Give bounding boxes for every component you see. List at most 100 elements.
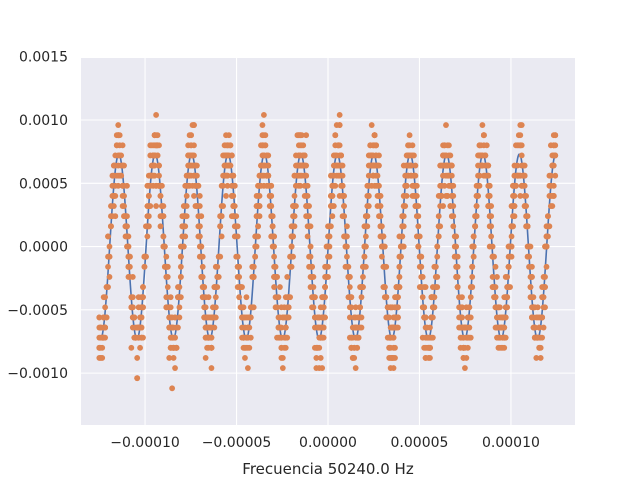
- sample-point: [435, 213, 442, 220]
- sample-point: [510, 223, 516, 230]
- sample-point: [236, 294, 243, 301]
- sample-point: [306, 213, 312, 220]
- sample-point: [330, 203, 337, 209]
- sample-point: [351, 355, 358, 361]
- sample-point: [265, 152, 272, 159]
- sample-point: [380, 233, 387, 240]
- sample-point: [129, 304, 136, 311]
- sample-point: [250, 274, 257, 280]
- sample-point: [265, 162, 272, 169]
- sample-point: [156, 162, 162, 169]
- sample-point: [159, 182, 165, 189]
- sample-point: [243, 294, 250, 301]
- sample-point: [336, 142, 343, 149]
- sample-point: [140, 334, 146, 341]
- sample-point: [341, 203, 347, 209]
- sample-point: [476, 182, 483, 189]
- sample-point: [469, 263, 476, 270]
- sample-point: [348, 304, 355, 311]
- sample-point: [480, 132, 487, 139]
- x-tick-label: 0.00005: [391, 435, 449, 451]
- sample-point: [105, 263, 111, 270]
- sample-point: [338, 152, 345, 159]
- sample-point: [102, 334, 109, 341]
- sample-point: [214, 284, 221, 290]
- sample-point: [485, 172, 492, 179]
- sample-point: [106, 243, 113, 250]
- sample-point: [434, 243, 441, 250]
- sample-point: [274, 274, 280, 280]
- sample-point: [279, 365, 286, 371]
- sample-point: [169, 385, 176, 392]
- sample-point: [252, 253, 259, 260]
- sample-point: [177, 294, 184, 301]
- sample-point: [177, 274, 184, 280]
- sample-point: [176, 304, 183, 311]
- sample-point: [523, 203, 530, 209]
- sample-point: [121, 203, 127, 209]
- sample-point: [329, 193, 336, 199]
- sample-point: [507, 284, 513, 290]
- sample-point: [466, 304, 473, 311]
- sample-point: [134, 355, 141, 361]
- sample-point: [434, 253, 441, 260]
- sample-point: [183, 193, 190, 199]
- sample-point: [501, 344, 508, 351]
- sample-point: [220, 182, 227, 189]
- y-axis-tick-labels: −0.0010 −0.0005 0.0000 0.0005 0.0010 0.0015: [7, 50, 68, 382]
- sample-point: [180, 243, 187, 250]
- sample-point: [494, 274, 500, 280]
- sample-point: [262, 142, 269, 149]
- sample-point: [310, 274, 317, 280]
- sample-point: [526, 253, 532, 260]
- sample-point: [250, 304, 257, 311]
- sample-point: [325, 263, 331, 270]
- sample-point: [208, 344, 215, 351]
- sample-point: [170, 355, 177, 361]
- sample-point: [517, 132, 524, 139]
- sample-point: [501, 324, 508, 331]
- sample-point: [153, 112, 160, 118]
- sample-point: [320, 304, 327, 311]
- sample-point: [293, 203, 299, 209]
- sample-point: [332, 182, 339, 189]
- sample-point: [112, 213, 119, 220]
- sample-point: [255, 233, 261, 240]
- sample-point: [231, 203, 238, 209]
- sample-point: [326, 243, 333, 250]
- sample-point: [396, 284, 403, 290]
- sample-point: [306, 203, 312, 209]
- sample-point: [403, 193, 410, 199]
- sample-point: [105, 233, 111, 240]
- sample-point: [518, 152, 525, 159]
- sample-point: [454, 274, 461, 280]
- sample-point: [344, 223, 350, 230]
- sample-point: [255, 223, 261, 230]
- sample-point: [102, 304, 109, 311]
- sample-point: [406, 132, 413, 139]
- sample-point: [268, 203, 275, 209]
- sample-point: [483, 142, 490, 149]
- sample-point: [272, 263, 279, 270]
- sample-point: [552, 172, 559, 179]
- sample-point: [304, 193, 311, 199]
- sample-point: [268, 182, 275, 189]
- sample-point: [309, 263, 315, 270]
- sample-point: [322, 314, 328, 321]
- sample-point: [454, 253, 461, 260]
- sample-point: [154, 132, 161, 139]
- sample-point: [472, 223, 479, 230]
- sample-point: [138, 324, 145, 331]
- sample-point: [543, 263, 550, 270]
- sample-point: [198, 243, 205, 250]
- sample-point: [124, 223, 130, 230]
- sample-point: [320, 324, 327, 331]
- sample-point: [271, 243, 277, 250]
- sample-point: [247, 314, 254, 321]
- sample-point: [508, 233, 515, 240]
- sample-point: [518, 122, 525, 128]
- sample-point: [344, 233, 350, 240]
- sample-point: [121, 193, 127, 199]
- sample-point: [418, 253, 425, 260]
